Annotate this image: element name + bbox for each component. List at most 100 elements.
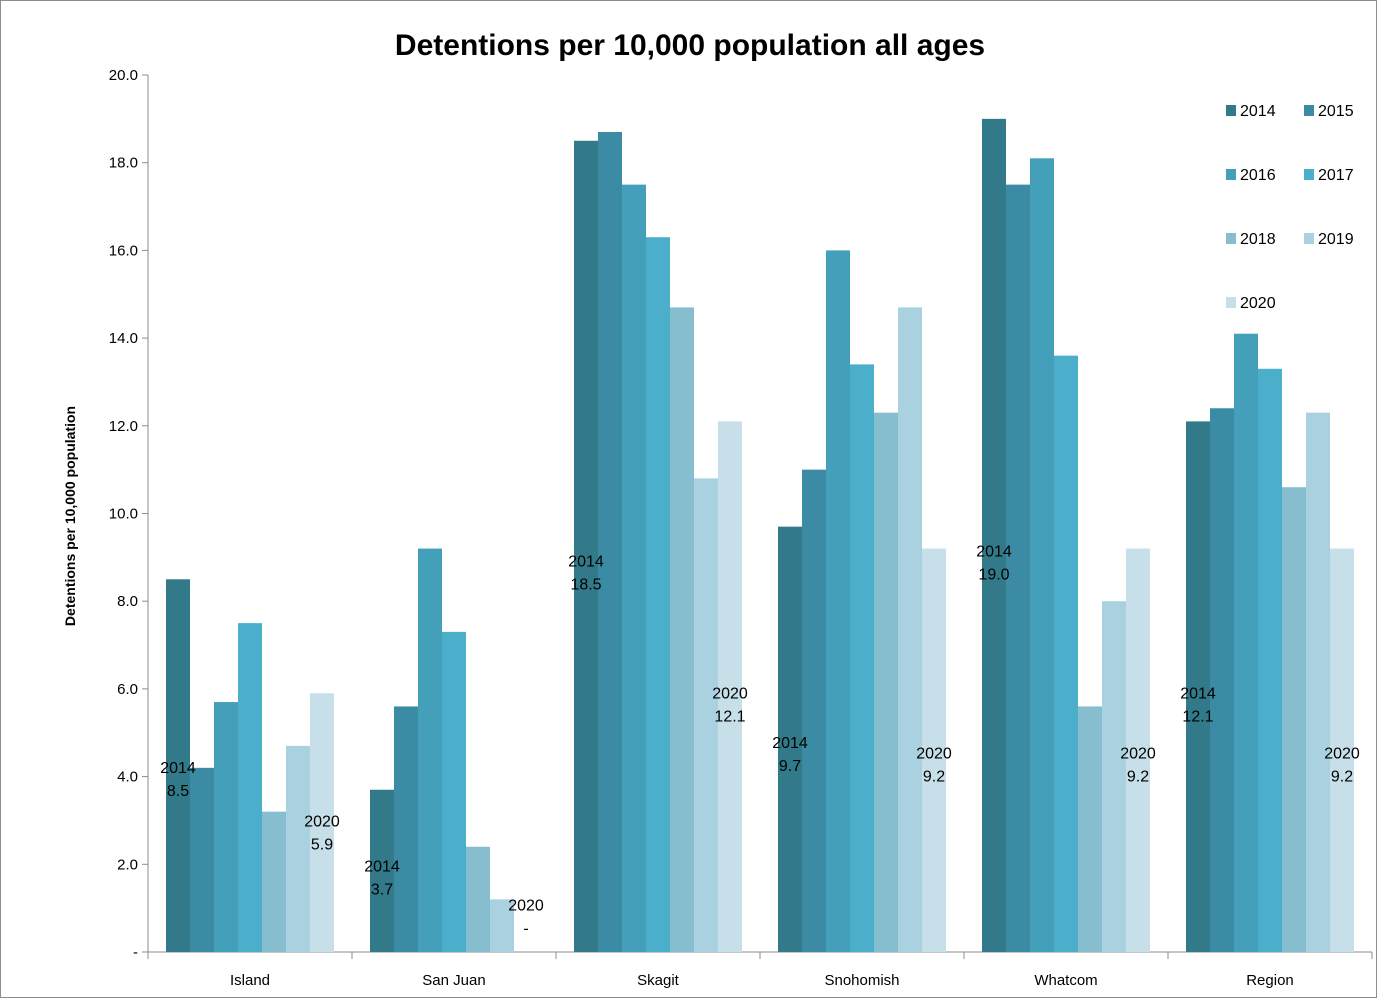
data-label-value: 19.0 [978,566,1009,583]
y-tick-label: 14.0 [109,330,138,347]
legend-swatch [1304,105,1314,116]
data-label-value: 9.2 [923,768,945,785]
bar [826,250,850,952]
bar [1030,158,1054,952]
legend-label: 2014 [1240,103,1276,120]
y-axis-label: Detentions per 10,000 population [62,406,78,626]
legend-label: 2017 [1318,167,1354,184]
x-tick-label: Region [1246,972,1294,989]
bar [598,132,622,952]
bar [1330,548,1354,952]
bar [442,631,466,952]
data-label-year: 2014 [568,554,604,571]
bar [622,184,646,952]
bar [1126,548,1150,952]
y-tick-label: 10.0 [109,506,138,523]
data-label-value: 9.2 [1127,768,1149,785]
bar [166,579,190,952]
x-tick-label: Island [230,972,270,989]
data-label-year: 2014 [1180,686,1216,703]
bar [802,469,826,952]
data-label-year: 2020 [712,686,748,703]
y-tick-label: 4.0 [117,769,138,786]
bar [778,526,802,952]
legend-label: 2015 [1318,103,1354,120]
x-tick-label: Skagit [637,972,680,989]
legend-swatch [1226,105,1236,116]
bar [394,706,418,952]
data-label-year: 2020 [1120,745,1156,762]
data-label-year: 2014 [364,859,400,876]
bar [874,412,898,952]
bar [1006,184,1030,952]
bar [1078,706,1102,952]
legend-swatch [1226,169,1236,180]
data-label-year: 2014 [160,760,196,777]
data-labels: 2014 8.5 2020 5.9 2014 3.7 2020 - 2014 18.5 2020 12… [160,543,1360,937]
y-tick-label: 18.0 [109,155,138,172]
y-tick-label: 2.0 [117,856,138,873]
data-label-year: 2020 [916,745,952,762]
bar [310,693,334,952]
bar [646,237,670,952]
data-label-value: 3.7 [371,882,393,899]
bar [1282,487,1306,952]
x-tick-label: Snohomish [824,972,899,989]
data-label-value: 9.7 [779,758,801,775]
bar [1234,333,1258,953]
bar [1054,355,1078,952]
y-tick-label: 20.0 [109,67,138,84]
bar [1102,601,1126,952]
bar [1258,368,1282,952]
legend-label: 2019 [1318,231,1354,248]
bar [574,140,598,952]
bar [1306,412,1330,952]
y-tick-label: 8.0 [117,593,138,610]
legend: 2014 2015 2016 2017 2018 2019 2020 [1213,88,1363,323]
legend-swatch [1304,233,1314,244]
data-label-year: 2020 [508,898,544,915]
bar [190,767,214,952]
bar [850,364,874,952]
bar [718,421,742,952]
bar [262,811,286,952]
x-tick-label: Whatcom [1034,972,1097,989]
legend-swatch [1226,233,1236,244]
data-label-value: 9.2 [1331,768,1353,785]
legend-label: 2016 [1240,167,1276,184]
legend-label: 2020 [1240,295,1276,312]
data-label-value: 5.9 [311,836,333,853]
bar [982,118,1006,953]
bar [466,846,490,952]
data-label-value: 8.5 [167,783,189,800]
data-label-value: - [523,921,528,938]
data-label-year: 2014 [976,543,1012,560]
bar [418,548,442,952]
bar [238,623,262,952]
data-label-value: 18.5 [570,577,601,594]
bar [922,548,946,952]
bar [694,478,718,952]
data-label-value: 12.1 [714,709,745,726]
bars [166,118,1354,953]
bar [370,789,394,952]
legend-background [1213,88,1363,323]
bar [670,307,694,952]
chart-title: Detentions per 10,000 population all age… [395,29,985,62]
legend-swatch [1304,169,1314,180]
y-tick-label: 16.0 [109,242,138,259]
data-label-year: 2020 [304,813,340,830]
bar [1210,408,1234,952]
data-label-year: 2014 [772,735,808,752]
legend-swatch [1226,297,1236,308]
bar [490,899,514,952]
bar [898,307,922,952]
legend-label: 2018 [1240,231,1276,248]
axes: - 2.0 4.0 6.0 8.0 10.0 12.0 14.0 16.0 18.0 20.0 Isl… [109,67,1373,989]
x-tick-label: San Juan [422,972,485,989]
bar [286,745,310,952]
data-label-value: 12.1 [1182,709,1213,726]
y-tick-label: 12.0 [109,418,138,435]
y-tick-label: - [133,944,138,961]
